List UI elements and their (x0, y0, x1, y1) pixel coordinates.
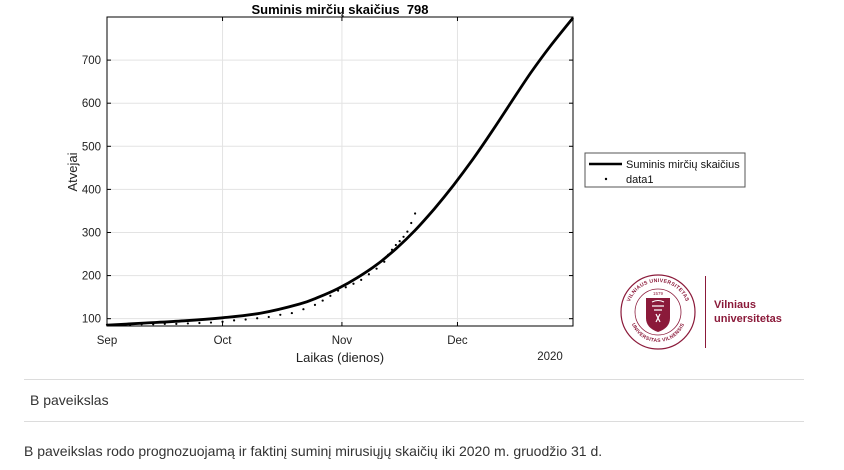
y-tick-label: 600 (82, 98, 101, 110)
data-point (209, 321, 213, 324)
data-point (313, 303, 317, 306)
data-point (279, 313, 282, 316)
figure-caption: B paveikslas rodo prognozuojamą ir fakti… (24, 443, 603, 459)
data-point (402, 235, 405, 238)
data-point (387, 253, 390, 256)
university-name: Vilniaus universitetas (714, 298, 782, 326)
forecast-curve (106, 17, 575, 327)
seal-year: 1579 (653, 291, 664, 296)
x-tick-label: Oct (214, 335, 233, 347)
legend-box (584, 152, 746, 188)
data-point (163, 322, 166, 325)
university-logo: VILNIAUS UNIVERSITETAS UNIVERSITAS VILNE… (618, 272, 808, 352)
university-seal-icon: VILNIAUS UNIVERSITETAS UNIVERSITAS VILNE… (620, 274, 696, 350)
data-point (406, 230, 409, 233)
divider-top (24, 379, 804, 380)
legend: Suminis mirčių skaičius data1 (584, 152, 746, 188)
data-point (198, 321, 201, 325)
y-tick-label: 100 (82, 314, 101, 326)
divider-bottom (24, 421, 804, 422)
data-point (375, 267, 378, 270)
logo-divider (705, 276, 706, 348)
data-point (410, 221, 413, 225)
y-tick-label: 200 (82, 271, 101, 283)
y-tick-label: 700 (82, 55, 101, 67)
data-point (383, 260, 386, 263)
data-point (329, 294, 332, 297)
x-axis-label: Laikas (dienos) (296, 350, 384, 365)
x-tick-label: Dec (447, 335, 468, 347)
x-tick-label: Nov (332, 335, 353, 347)
x-year-label: 2020 (537, 351, 563, 363)
data-point (344, 286, 347, 289)
university-name-line1: Vilniaus (714, 299, 756, 311)
data-point (302, 308, 305, 311)
legend-point-swatch (604, 177, 608, 181)
data-point (152, 323, 155, 326)
data-point (256, 317, 259, 320)
data-point (186, 322, 189, 325)
data-point (117, 323, 120, 326)
y-axis-label: Atvejai (65, 152, 80, 191)
y-axis: 100 200 300 400 500 600 700 (82, 55, 573, 326)
data-point (360, 278, 363, 281)
university-name-line2: universitetas (714, 313, 782, 325)
data-point (244, 318, 247, 321)
data-point (232, 319, 236, 322)
data-point (290, 311, 293, 315)
y-tick-label: 400 (82, 184, 101, 196)
data-point (221, 320, 224, 323)
figure-label: B paveikslas (30, 392, 109, 408)
x-tick-label: Sep (97, 335, 117, 347)
grid (106, 17, 573, 326)
data-point (267, 315, 270, 319)
data-points-layer (105, 212, 417, 326)
legend-label-forecast: Suminis mirčių skaičius (626, 159, 740, 171)
forecast-curve-layer (106, 17, 575, 327)
data-point (390, 248, 394, 251)
data-point (352, 282, 355, 285)
data-point (175, 322, 178, 325)
plot-frame (106, 16, 574, 327)
data-point (398, 240, 401, 243)
y-tick-label: 300 (82, 227, 101, 239)
data-point (394, 243, 397, 247)
data-point (129, 323, 132, 326)
data-point (413, 212, 417, 215)
y-tick-label: 500 (82, 141, 101, 153)
data-point (367, 273, 370, 276)
chart-title: Suminis mirčių skaičius 798 (251, 2, 428, 17)
data-point (140, 323, 143, 326)
legend-label-data: data1 (626, 174, 654, 186)
x-axis: Sep Oct Nov Dec (97, 17, 468, 347)
data-point (336, 289, 340, 292)
data-point (321, 299, 324, 302)
